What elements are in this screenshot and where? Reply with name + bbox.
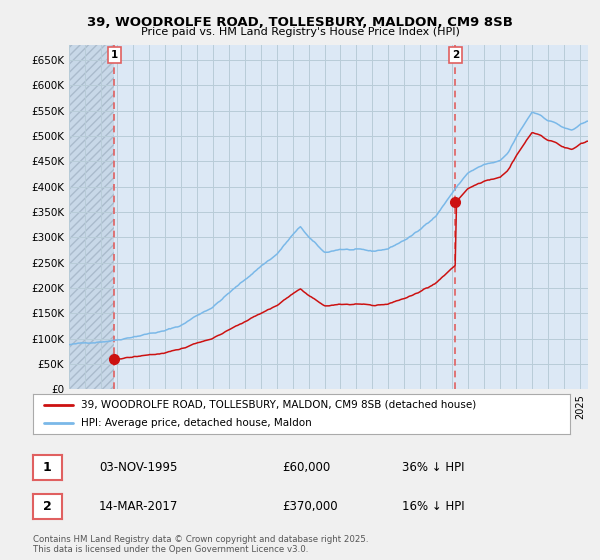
Text: 14-MAR-2017: 14-MAR-2017 bbox=[99, 500, 178, 514]
Text: 36% ↓ HPI: 36% ↓ HPI bbox=[402, 461, 464, 474]
Text: Price paid vs. HM Land Registry's House Price Index (HPI): Price paid vs. HM Land Registry's House … bbox=[140, 27, 460, 37]
Text: 1: 1 bbox=[43, 461, 52, 474]
Text: £370,000: £370,000 bbox=[282, 500, 338, 514]
Text: 2: 2 bbox=[452, 50, 459, 60]
Text: 39, WOODROLFE ROAD, TOLLESBURY, MALDON, CM9 8SB (detached house): 39, WOODROLFE ROAD, TOLLESBURY, MALDON, … bbox=[82, 400, 476, 409]
Text: Contains HM Land Registry data © Crown copyright and database right 2025.
This d: Contains HM Land Registry data © Crown c… bbox=[33, 535, 368, 554]
Text: 16% ↓ HPI: 16% ↓ HPI bbox=[402, 500, 464, 514]
Text: 39, WOODROLFE ROAD, TOLLESBURY, MALDON, CM9 8SB: 39, WOODROLFE ROAD, TOLLESBURY, MALDON, … bbox=[87, 16, 513, 29]
Text: 2: 2 bbox=[43, 500, 52, 514]
Text: 1: 1 bbox=[111, 50, 118, 60]
Text: £60,000: £60,000 bbox=[282, 461, 330, 474]
Text: 03-NOV-1995: 03-NOV-1995 bbox=[99, 461, 178, 474]
Text: HPI: Average price, detached house, Maldon: HPI: Average price, detached house, Mald… bbox=[82, 418, 312, 428]
Bar bbox=[69, 45, 115, 389]
